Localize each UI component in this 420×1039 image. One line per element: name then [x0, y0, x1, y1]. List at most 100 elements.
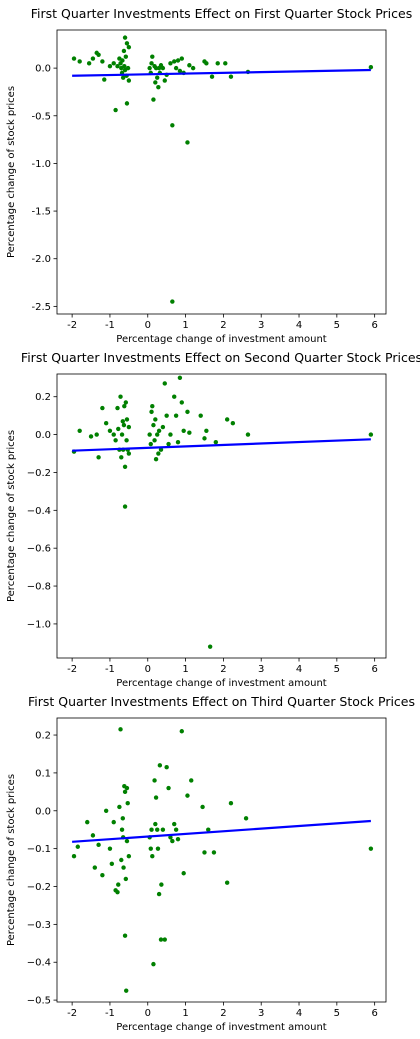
data-point	[368, 64, 374, 70]
data-point	[151, 422, 156, 428]
data-point	[159, 882, 164, 887]
data-point	[111, 432, 116, 437]
data-point	[185, 409, 190, 415]
data-point	[124, 417, 130, 422]
data-point	[179, 729, 184, 734]
data-point	[162, 937, 167, 942]
data-point	[173, 65, 179, 71]
data-point	[224, 417, 230, 422]
data-point	[153, 457, 159, 462]
data-point	[121, 48, 127, 54]
x-tick-label: 6	[371, 320, 377, 331]
x-tick-label: -1	[105, 320, 115, 331]
data-point	[107, 64, 113, 69]
data-point	[71, 854, 77, 859]
data-point	[175, 439, 181, 445]
data-point	[160, 65, 166, 71]
y-tick-label: −0.4	[27, 958, 51, 969]
data-point	[155, 846, 161, 851]
data-point	[160, 827, 166, 832]
x-tick-label: 1	[182, 664, 188, 675]
y-tick-label: 0.0	[35, 64, 51, 75]
data-point	[77, 59, 82, 64]
data-point	[148, 846, 153, 851]
x-axis-label: Percentage change of investment amount	[116, 334, 327, 345]
y-axis-label: Percentage change of stock prices	[6, 774, 17, 946]
data-point	[100, 405, 105, 411]
data-point	[224, 880, 230, 885]
y-tick-label: 0.2	[35, 731, 51, 742]
data-point	[207, 644, 213, 649]
data-point	[170, 838, 175, 844]
data-point	[160, 424, 166, 430]
data-point	[198, 413, 203, 418]
x-tick-label: 3	[258, 320, 264, 331]
data-point	[149, 61, 154, 66]
data-point	[368, 846, 374, 851]
data-point	[190, 65, 196, 71]
chart-title: First Quarter Investments Effect on Firs…	[31, 6, 412, 21]
data-point	[103, 808, 109, 813]
y-tick-label: −0.2	[27, 882, 51, 893]
x-tick-label: 1	[182, 1008, 188, 1019]
data-point	[230, 421, 236, 426]
data-point	[187, 63, 192, 68]
data-point	[204, 61, 209, 66]
data-point	[111, 61, 116, 66]
data-point	[164, 765, 169, 770]
y-tick-label: 0.2	[35, 392, 51, 403]
data-point	[124, 101, 130, 106]
x-tick-label: 4	[296, 664, 302, 675]
x-tick-label: 5	[334, 664, 340, 675]
y-tick-label: -1.0	[31, 159, 51, 170]
data-point	[187, 430, 192, 435]
data-point	[123, 876, 129, 882]
data-point	[181, 428, 186, 433]
data-point	[124, 988, 129, 993]
data-point	[185, 140, 190, 145]
data-point	[126, 78, 132, 83]
data-point	[166, 785, 171, 791]
data-point	[168, 432, 173, 437]
data-point	[120, 58, 125, 63]
data-point	[149, 409, 154, 415]
data-point	[152, 438, 157, 443]
data-point	[119, 455, 124, 460]
y-tick-label: 0.1	[35, 768, 51, 779]
x-tick-label: 0	[145, 320, 151, 331]
chart-title: First Quarter Investments Effect on Seco…	[21, 350, 420, 365]
data-point	[172, 394, 177, 399]
data-point	[170, 123, 175, 128]
x-tick-label: 5	[334, 320, 340, 331]
data-point	[156, 84, 161, 90]
data-point	[150, 403, 155, 409]
x-axis-label: Percentage change of investment amount	[116, 1022, 327, 1033]
data-point	[122, 464, 128, 469]
data-point	[179, 56, 184, 61]
data-point	[85, 819, 90, 825]
data-point	[202, 436, 207, 441]
scatter-points	[71, 375, 374, 649]
data-point	[223, 61, 228, 66]
data-point	[168, 61, 173, 66]
data-point	[153, 80, 158, 85]
data-point	[245, 432, 251, 437]
data-point	[90, 56, 96, 61]
data-point	[173, 827, 179, 832]
data-point	[162, 381, 167, 386]
x-tick-label: 4	[296, 1008, 302, 1019]
data-point	[168, 835, 173, 840]
y-tick-label: 0.0	[35, 806, 51, 817]
data-point	[164, 413, 169, 418]
data-point	[90, 833, 96, 838]
data-point	[158, 447, 164, 452]
data-point	[177, 375, 183, 380]
data-point	[126, 854, 132, 859]
data-point	[166, 441, 171, 447]
data-point	[147, 432, 152, 437]
data-point	[103, 421, 109, 426]
data-point	[162, 78, 167, 83]
data-point	[113, 107, 118, 113]
data-point	[213, 439, 219, 445]
